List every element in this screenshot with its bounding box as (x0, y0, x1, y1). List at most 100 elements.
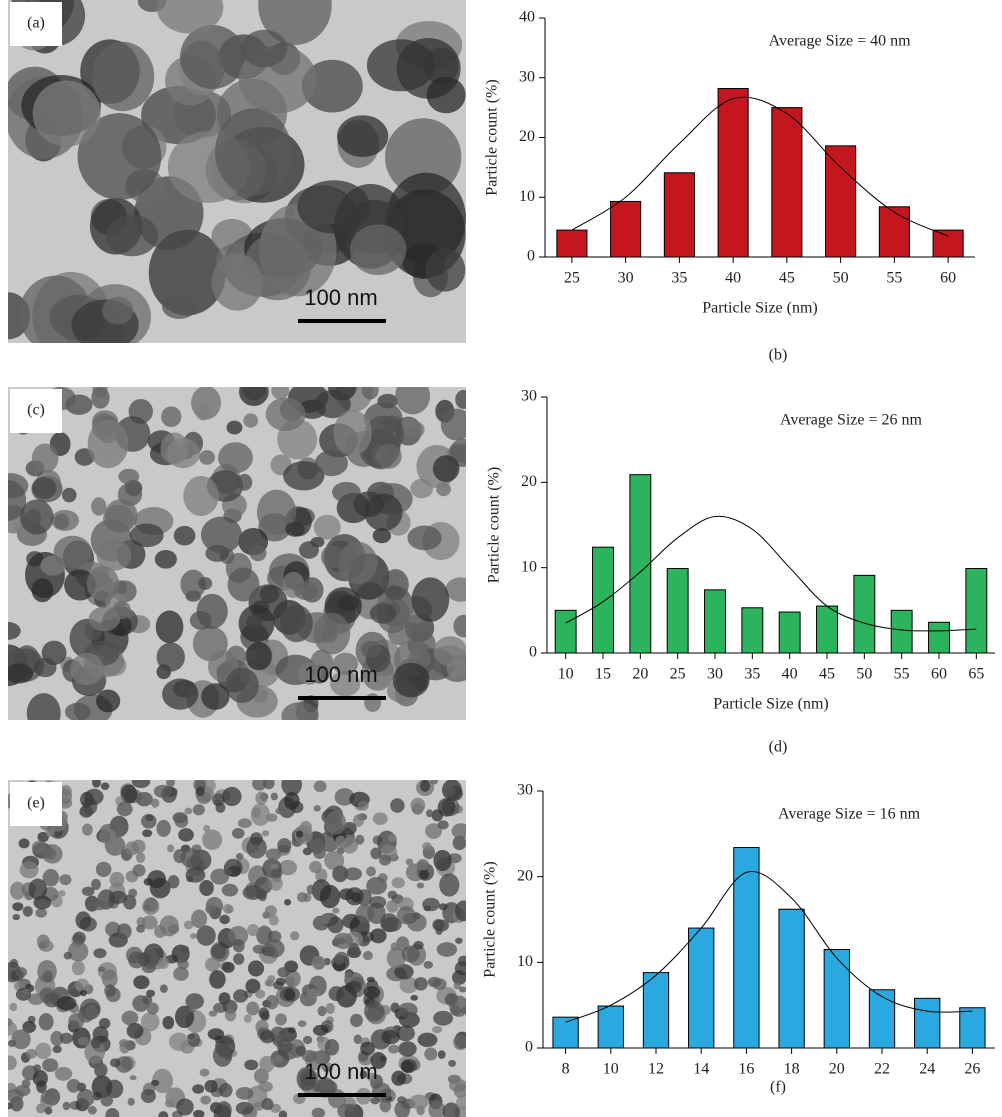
particle (136, 916, 146, 928)
particle (108, 890, 128, 904)
particle (314, 450, 349, 477)
bar (778, 611, 801, 654)
particle (305, 988, 320, 999)
particle (8, 1055, 17, 1070)
particle (283, 461, 325, 491)
particle (290, 931, 300, 941)
particle (334, 954, 345, 965)
particle (336, 115, 389, 158)
particle (159, 984, 168, 993)
particle (293, 825, 313, 845)
particle (377, 873, 388, 883)
particle (118, 468, 140, 485)
particle (361, 387, 379, 400)
particle (313, 956, 325, 970)
particle (249, 832, 263, 846)
particle (426, 76, 466, 114)
particle (102, 296, 134, 325)
particle (42, 1058, 59, 1073)
particle (296, 830, 304, 838)
particle (105, 214, 159, 257)
particle (238, 604, 275, 643)
particle (437, 1050, 446, 1059)
particle (44, 1106, 53, 1115)
particle (192, 804, 205, 816)
particle (66, 1078, 81, 1093)
particle (140, 1012, 160, 1032)
particle (129, 523, 164, 548)
particle (423, 961, 433, 969)
particle (264, 905, 277, 917)
particle (381, 1029, 401, 1045)
particle (231, 827, 245, 839)
particle (31, 578, 54, 603)
particle (271, 387, 290, 400)
particle (101, 969, 118, 988)
particle (425, 823, 442, 839)
particle (232, 939, 245, 953)
bar (959, 1007, 986, 1049)
particle (284, 792, 300, 810)
particle (386, 947, 406, 969)
particle (153, 784, 173, 798)
x-tick-label: 10 (558, 666, 574, 683)
particle (87, 419, 129, 469)
particle (37, 960, 57, 984)
particle (199, 879, 214, 896)
particle (54, 1066, 73, 1081)
particle (325, 810, 347, 835)
label-box (10, 782, 62, 826)
label-box (10, 2, 62, 46)
particle (243, 413, 259, 428)
x-tick-label: 60 (931, 666, 947, 683)
particle (69, 988, 80, 997)
particle (431, 1025, 443, 1034)
particle (330, 670, 361, 697)
particle (432, 978, 447, 990)
particle (399, 976, 419, 994)
particle (96, 689, 121, 713)
particle (440, 408, 466, 441)
x-tick-label: 60 (940, 270, 956, 287)
x-tick-label: 15 (595, 666, 611, 683)
panel-label: (b) (769, 347, 788, 364)
particle (36, 934, 50, 949)
particle (391, 877, 405, 889)
particle (8, 1018, 13, 1027)
particle (131, 839, 146, 854)
y-tick-label: 10 (517, 953, 533, 970)
bar (816, 605, 838, 654)
particle (280, 604, 313, 643)
particle (432, 918, 445, 931)
particle (22, 906, 33, 917)
particle (255, 791, 268, 805)
particle (81, 886, 95, 897)
particle (369, 896, 387, 909)
particle (115, 1056, 133, 1073)
particle (167, 844, 175, 853)
particle (355, 904, 375, 923)
particle (128, 888, 138, 898)
particle (162, 678, 199, 710)
particle (218, 442, 253, 474)
particle (455, 389, 466, 409)
histogram: 0 10 20 30 10 15 20 25 30 35 40 45 50 55 60 65 Average S… (486, 388, 995, 756)
particle (265, 994, 279, 1010)
particle (32, 477, 57, 499)
particle (32, 80, 101, 147)
particle (395, 387, 431, 415)
particle (75, 911, 92, 930)
particle (142, 829, 153, 838)
x-tick-label: 55 (886, 270, 902, 287)
particle (9, 881, 26, 900)
tem-image: (a) 100 nm (8, 0, 466, 343)
particle (353, 814, 364, 827)
particle (162, 1015, 175, 1030)
particle (433, 1010, 454, 1026)
particle (146, 989, 156, 998)
particle (256, 489, 297, 535)
particle (192, 1084, 205, 1094)
particle (371, 1082, 392, 1102)
particle (68, 1013, 85, 1030)
particle (438, 903, 448, 911)
